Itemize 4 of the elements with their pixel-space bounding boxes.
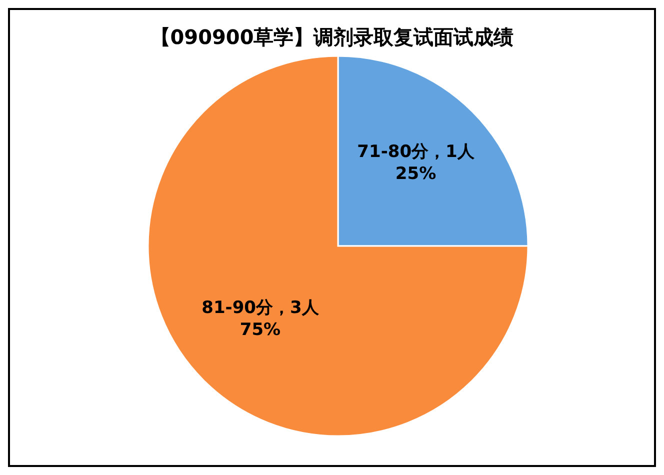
pie-slice	[147, 55, 529, 437]
chart-title: 【090900草学】调剂录取复试面试成绩	[150, 25, 514, 49]
slice-label: 71-80分，1人 25%	[357, 142, 476, 184]
slice-label: 81-90分，3人 75%	[202, 298, 320, 340]
